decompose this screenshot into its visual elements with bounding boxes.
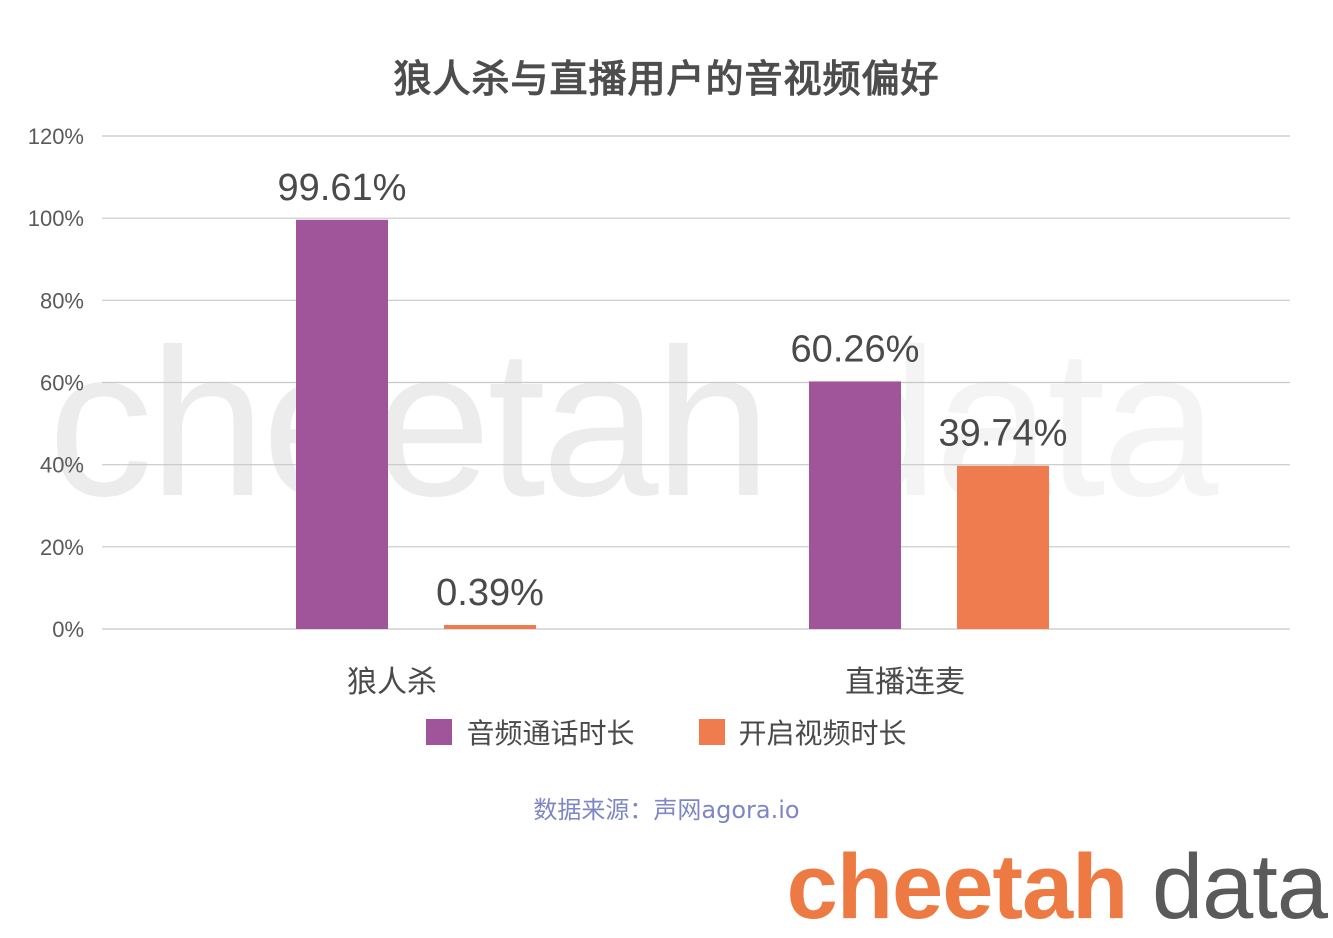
legend-swatch-video [698, 719, 725, 745]
y-tick-label: 0% [52, 617, 84, 642]
brand-part1: cheetah [786, 836, 1129, 938]
chart-title: 狼人杀与直播用户的音视频偏好 [393, 57, 940, 101]
legend-swatch-audio [426, 719, 453, 745]
y-tick-label: 20% [40, 535, 84, 560]
bar [444, 625, 536, 629]
data-source: 数据来源：声网agora.io [533, 796, 800, 824]
bar [957, 465, 1049, 629]
y-tick-label: 100% [28, 206, 84, 231]
watermark-part1: cheetah [48, 305, 771, 540]
x-category-label: 直播连麦 [845, 665, 965, 700]
y-tick-label: 40% [40, 453, 84, 478]
legend-item-video: 开启视频时长 [698, 712, 907, 752]
bar [809, 381, 901, 629]
data-label: 99.61% [278, 167, 407, 209]
data-label: 0.39% [436, 572, 544, 614]
bar-chart: 0% 20% 40% 60% 80% 100% 120% 99.61% 60.26% 0.39% 3… [28, 124, 1290, 700]
data-label: 39.74% [939, 413, 1068, 455]
legend-label-video: 开启视频时长 [738, 717, 907, 750]
legend: 音频通话时长 开启视频时长 [0, 712, 1333, 752]
bar [296, 219, 388, 629]
data-label: 60.26% [791, 328, 920, 370]
brand-part2: data [1151, 836, 1328, 938]
y-tick-label: 120% [28, 124, 84, 149]
brand-logo: cheetah data [787, 841, 1328, 933]
y-tick-label: 60% [40, 371, 84, 396]
x-category-label: 狼人杀 [347, 665, 437, 700]
legend-item-audio: 音频通话时长 [426, 712, 635, 752]
watermark: cheetah data [48, 318, 1218, 528]
legend-label-audio: 音频通话时长 [466, 717, 635, 750]
y-tick-label: 80% [40, 288, 84, 313]
